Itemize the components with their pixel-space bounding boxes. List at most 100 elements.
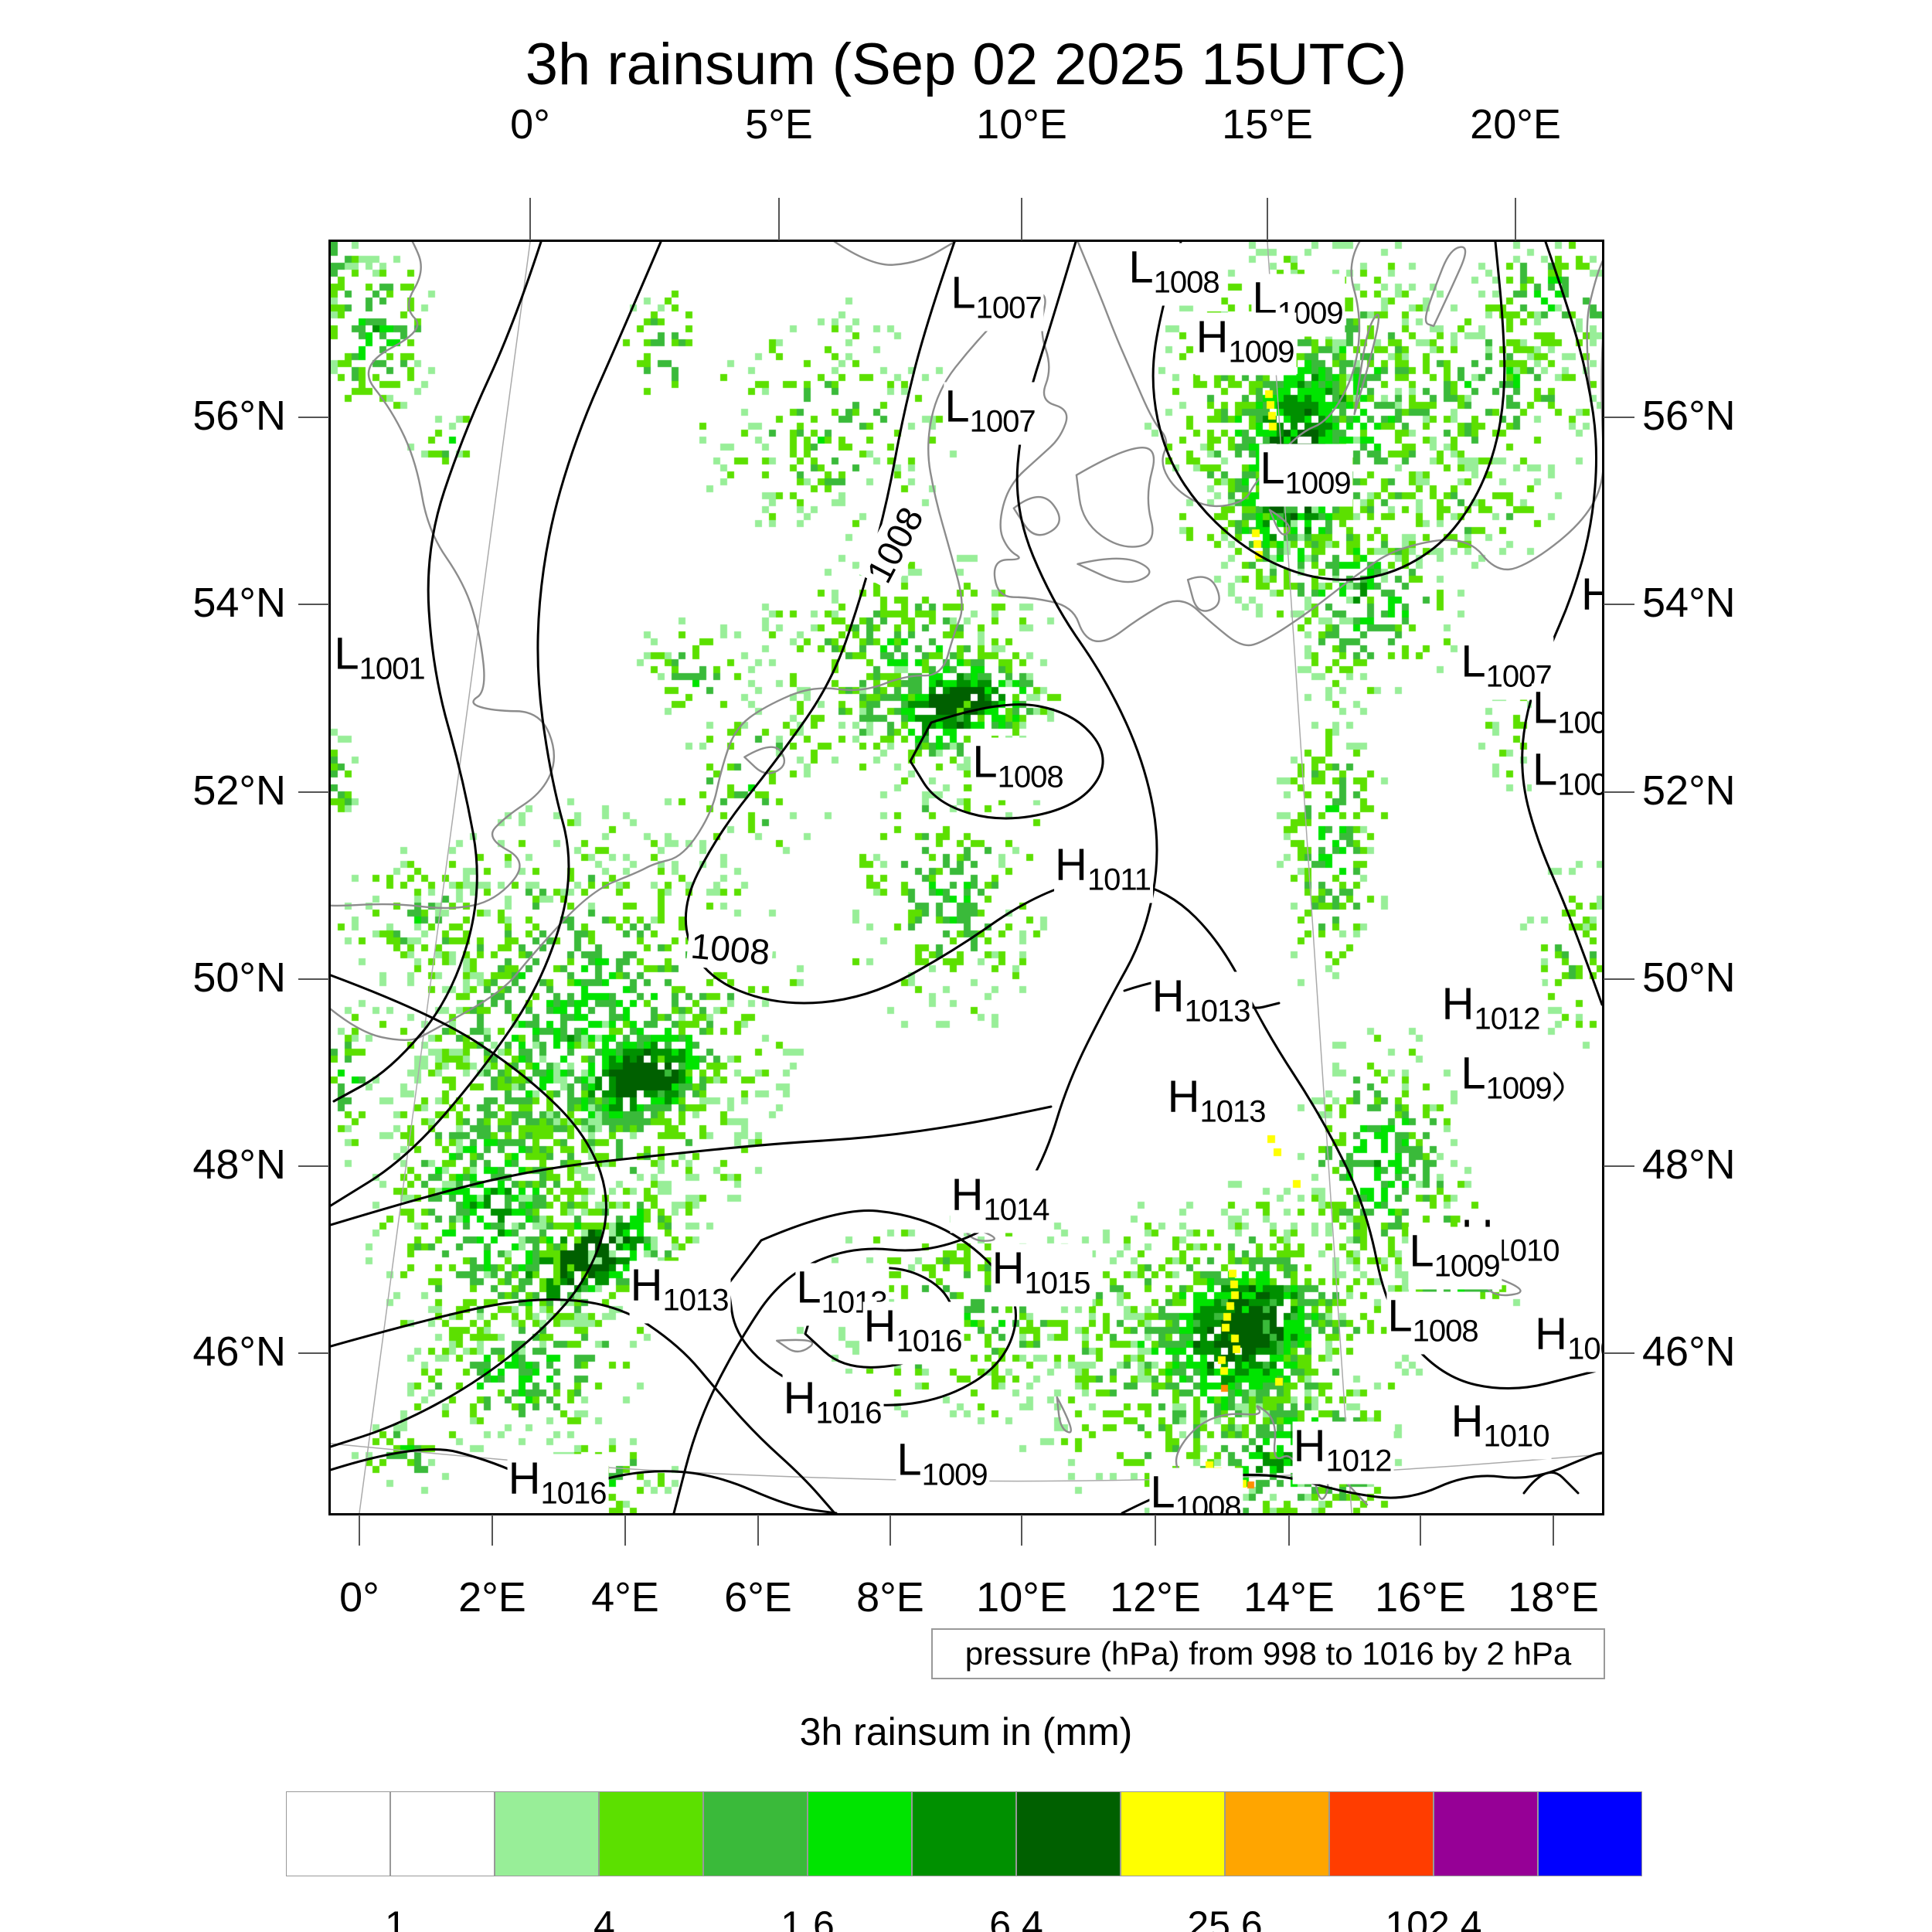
colorbar-title: 3h rainsum in (mm) [799, 1710, 1133, 1753]
pressure-letter: H [783, 1372, 816, 1423]
pressure-center-label-H1016: H1016 [862, 1301, 964, 1365]
left-axis-label: 48°N [192, 1141, 286, 1188]
pressure-center-label-H1010: H1010 [1450, 1396, 1552, 1460]
pressure-letter: L [951, 267, 976, 318]
pressure-value: 1009 [1284, 466, 1352, 501]
coastline [833, 242, 957, 266]
pressure-value: 1016 [896, 1324, 962, 1359]
pressure-center-label-L1007: L1007 [1460, 637, 1554, 700]
pressure-value: 1015 [1024, 1266, 1090, 1301]
top-tick [1515, 198, 1516, 240]
pressure-center-label-L1009: L1009 [896, 1434, 990, 1498]
top-tick [1267, 198, 1268, 240]
top-axis-label: 10°E [976, 101, 1067, 148]
bottom-axis-label: 0° [339, 1574, 379, 1621]
bottom-axis-label: 4°E [591, 1574, 659, 1621]
pressure-letter: H [951, 1169, 984, 1220]
left-axis-label: 50°N [192, 954, 286, 1001]
bottom-tick [1288, 1515, 1290, 1546]
pressure-center-label-H: H [1580, 570, 1602, 633]
pressure-center-label-H1011: H1011 [1054, 840, 1153, 903]
bottom-axis-label: 10°E [976, 1574, 1067, 1621]
isobar-contour [332, 242, 543, 1103]
pressure-center-label-L100: L100 [1531, 744, 1604, 808]
right-axis-label: 46°N [1642, 1328, 1736, 1375]
graticule-line [1267, 242, 1352, 1513]
pressure-value: 1008 [1412, 1314, 1479, 1349]
pressure-letter: L [944, 381, 970, 432]
right-tick [1604, 791, 1634, 793]
bottom-axis-label: 6°E [724, 1574, 792, 1621]
coastline [1186, 576, 1220, 612]
colorbar-cell [1225, 1791, 1329, 1876]
graticule-line [359, 242, 531, 1513]
bottom-tick [1420, 1515, 1421, 1546]
right-axis-label: 56°N [1642, 393, 1736, 439]
colorbar-cell [1016, 1791, 1121, 1876]
bottom-tick [492, 1515, 493, 1546]
top-axis-label: 0° [510, 101, 550, 148]
colorbar-tick-label: 6.4 [989, 1903, 1043, 1932]
colorbar-cell [495, 1791, 599, 1876]
coastline [1075, 447, 1155, 548]
coastline [1476, 1270, 1522, 1297]
coastline [1353, 313, 1380, 416]
pressure-value: 100 [1557, 767, 1604, 802]
pressure-center-label-L1008: L1008 [971, 736, 1066, 801]
colorbar-cell [1538, 1791, 1642, 1876]
bottom-tick [1021, 1515, 1022, 1546]
coastline [1424, 246, 1467, 328]
pressure-value: 1013 [662, 1283, 729, 1318]
pressure-letter: H [1151, 971, 1185, 1022]
right-axis-label: 48°N [1642, 1141, 1736, 1188]
colorbar-tick-label: .4 [583, 1903, 615, 1932]
bottom-axis-label: 16°E [1375, 1574, 1466, 1621]
colorbar-cell [912, 1791, 1016, 1876]
pressure-value: 1007 [975, 291, 1043, 325]
pressure-value: 1001 [359, 651, 426, 686]
colorbar-cell [286, 1791, 390, 1876]
pressure-letter: L [896, 1434, 922, 1485]
coastline [1268, 509, 1291, 536]
pressure-value: 1016 [815, 1396, 882, 1430]
left-axis-label: 52°N [192, 767, 286, 814]
colorbar-cell [599, 1791, 703, 1876]
pressure-center-label-L1007: L1007 [944, 381, 1038, 445]
colorbar-cell [1329, 1791, 1434, 1876]
right-tick [1604, 1165, 1634, 1167]
isobar-contour [331, 974, 607, 1448]
pressure-value: 1016 [540, 1476, 607, 1511]
pressure-letter: H [1196, 311, 1229, 362]
colorbar-tick-label: .1 [374, 1903, 406, 1932]
bottom-axis-label: 8°E [856, 1574, 924, 1621]
right-tick [1604, 978, 1634, 980]
colorbar-cell [808, 1791, 912, 1876]
page-title: 3h rainsum (Sep 02 2025 15UTC) [525, 32, 1407, 97]
pressure-letter: H [1167, 1071, 1200, 1122]
bottom-axis-label: 18°E [1508, 1574, 1599, 1621]
top-axis-label: 5°E [745, 101, 813, 148]
pressure-letter: H [630, 1260, 663, 1311]
pressure-letter: H [1293, 1420, 1326, 1471]
pressure-value: 100 [1567, 1332, 1602, 1366]
pressure-letter: L [1387, 1291, 1413, 1342]
pressure-letter: H [1451, 1396, 1484, 1447]
pressure-value: 1012 [1474, 1002, 1540, 1036]
coastline [331, 242, 556, 910]
pressure-value: 1009 [1485, 1071, 1553, 1106]
coastline [743, 746, 786, 774]
pressure-value: 1008 [1153, 265, 1220, 300]
pressure-letter: L [972, 736, 998, 787]
pressure-letter: L [1532, 744, 1558, 795]
pressure-center-label-H1012: H1012 [1292, 1420, 1394, 1485]
pressure-center-label-L100: L100 [1531, 683, 1602, 747]
left-tick [298, 1165, 329, 1167]
colorbar-cell [1434, 1791, 1538, 1876]
coastline [775, 1338, 814, 1353]
top-axis-label: 15°E [1222, 101, 1313, 148]
bottom-axis-label: 12°E [1110, 1574, 1201, 1621]
pressure-value: 1010 [1483, 1419, 1549, 1454]
colorbar-cell [390, 1791, 495, 1876]
pressure-legend-text: pressure (hPa) from 998 to 1016 by 2 hPa [964, 1635, 1572, 1672]
